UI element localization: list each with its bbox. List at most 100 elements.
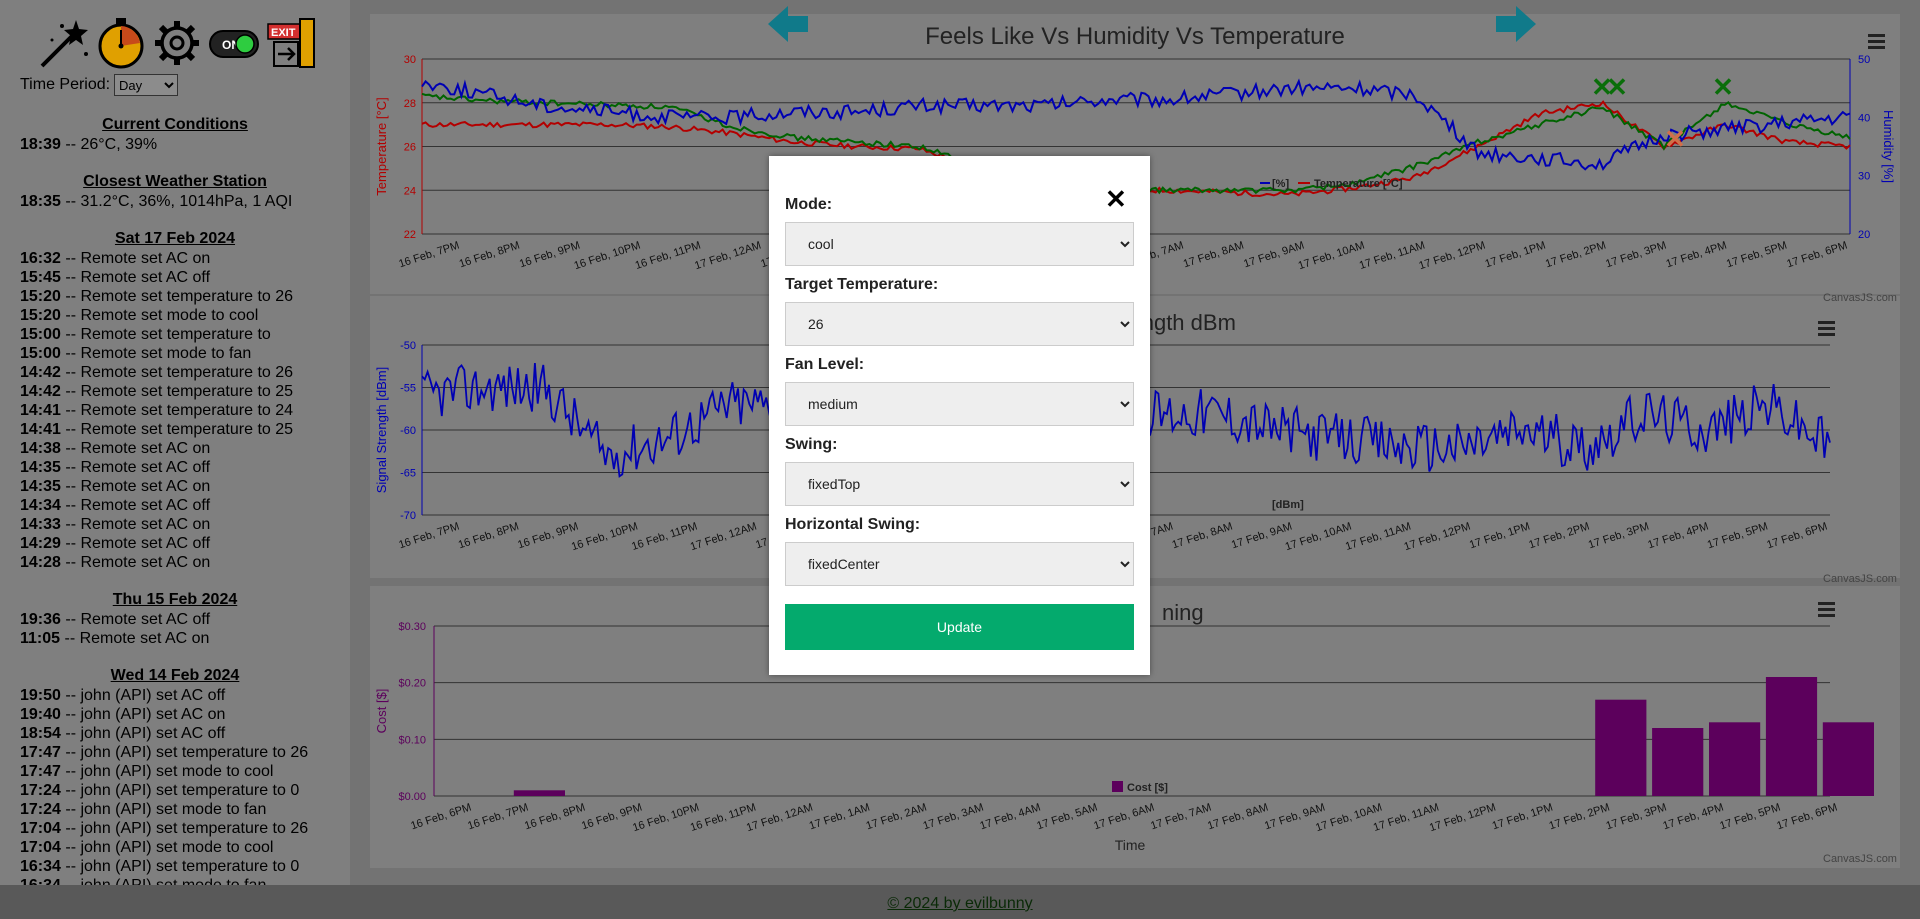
log-time: 17:24 <box>20 801 61 818</box>
feels-like-chart: Feels Like Vs Humidity Vs Temperature 30 2… <box>370 14 1900 294</box>
y-tick-label: 24 <box>404 185 416 197</box>
log-time: 15:00 <box>20 326 61 343</box>
log-text: -- john (API) set mode to fan <box>61 877 266 885</box>
y2-tick-label: 40 <box>1858 112 1870 124</box>
log-entry: 14:34 -- Remote set AC off <box>20 496 210 515</box>
cost-bar <box>1822 722 1874 796</box>
x-tick-label: 17 Feb, 3PM <box>1587 520 1651 551</box>
log-text: -- Remote set AC on <box>60 478 211 495</box>
chart1-credit[interactable]: CanvasJS.com <box>1823 292 1897 304</box>
log-entry: 15:20 -- Remote set temperature to 26 <box>20 287 293 306</box>
close-icon[interactable]: ✕ <box>1105 184 1127 214</box>
x-tick-label: 16 Feb, 8PM <box>523 801 587 832</box>
cost-bar <box>1595 699 1647 796</box>
log-time: 16:34 <box>20 858 61 875</box>
legend-humidity: [%] <box>1272 178 1289 190</box>
log-entry: 14:38 -- Remote set AC on <box>20 439 210 458</box>
log-text: -- Remote set AC off <box>60 535 211 552</box>
toggle-label: ON <box>222 38 240 52</box>
log-entry: 15:45 -- Remote set AC off <box>20 268 210 287</box>
log-entry: 19:50 -- john (API) set AC off <box>20 686 225 705</box>
y-tick-label: 22 <box>404 229 416 241</box>
series-line <box>421 78 1851 172</box>
update-button[interactable]: Update <box>785 604 1134 650</box>
y-tick-label: -55 <box>400 383 416 395</box>
x-tick-label: 17 Feb, 2PM <box>1527 520 1591 551</box>
y-axis-label: Cost [$] <box>374 689 389 734</box>
cost-bar <box>1709 722 1761 796</box>
arrow-right-icon[interactable] <box>1494 4 1538 44</box>
horizontal-swing-select[interactable]: fixedCenter <box>785 542 1134 586</box>
target-temperature-select[interactable]: 26 <box>785 302 1134 346</box>
log-entry: 14:42 -- Remote set temperature to 26 <box>20 363 293 382</box>
log-time: 15:45 <box>20 269 61 286</box>
x-tick-label: 17 Feb, 4PM <box>1665 239 1729 270</box>
fan-level-select[interactable]: medium <box>785 382 1134 426</box>
chart3-menu-icon[interactable] <box>1818 602 1835 620</box>
log-entry: 19:36 -- Remote set AC off <box>20 610 210 629</box>
cost-bar <box>513 790 565 796</box>
swing-select[interactable]: fixedTop <box>785 462 1134 506</box>
log-text: -- john (API) set mode to cool <box>60 839 274 856</box>
log-text: -- Remote set AC off <box>60 459 211 476</box>
x-tick-label: 17 Feb, 1AM <box>808 801 872 832</box>
x-tick-label: 16 Feb, 11PM <box>634 239 703 272</box>
log-text: -- Remote set AC on <box>60 554 211 571</box>
y-tick-label: -60 <box>400 425 416 437</box>
log-time: 14:28 <box>20 554 61 571</box>
footer-link[interactable]: © 2024 by evilbunny <box>887 895 1033 912</box>
magic-wand-icon[interactable] <box>38 16 90 70</box>
log-entry: 14:35 -- Remote set AC on <box>20 477 210 496</box>
chart1-menu-icon[interactable] <box>1868 34 1885 52</box>
time-period-select[interactable]: Day <box>114 74 178 96</box>
x-tick-label: 17 Feb, 12PM <box>1417 239 1486 272</box>
log-entry: 17:47 -- john (API) set mode to cool <box>20 762 273 781</box>
x-tick-label: 17 Feb, 10AM <box>1297 239 1366 272</box>
chart2-credit[interactable]: CanvasJS.com <box>1823 573 1897 585</box>
log-text: -- Remote set AC on <box>60 250 211 267</box>
log-time: 14:41 <box>20 421 61 438</box>
log-section-title: Sat 17 Feb 2024 <box>114 230 236 247</box>
mode-select[interactable]: cool <box>785 222 1134 266</box>
x-tick-label: 17 Feb, 8AM <box>1182 239 1246 270</box>
chart3-credit[interactable]: CanvasJS.com <box>1823 853 1897 865</box>
log-time: 14:42 <box>20 364 61 381</box>
ac-settings-modal: ✕ Mode: cool Target Temperature: 26 Fan … <box>769 156 1150 675</box>
log-entry: 17:04 -- john (API) set temperature to 2… <box>20 819 308 838</box>
log-entry: 14:28 -- Remote set AC on <box>20 553 210 572</box>
sidebar: ON EXIT Time Period: Day Current Conditi… <box>0 0 350 885</box>
log-time: 15:20 <box>20 288 61 305</box>
x-tick-label: 16 Feb, 11PM <box>630 520 699 553</box>
log-time: 15:20 <box>20 307 61 324</box>
y-tick-label: $0.20 <box>398 678 426 690</box>
log-entry: 14:35 -- Remote set AC off <box>20 458 210 477</box>
power-toggle-icon[interactable]: ON <box>208 16 260 70</box>
weather-station-title: Closest Weather Station <box>83 173 267 190</box>
footer <box>0 885 1920 919</box>
x-tick-label: 17 Feb, 4AM <box>978 801 1042 832</box>
time-period-label: Time Period: <box>20 76 111 93</box>
swing-label: Swing: <box>785 436 838 453</box>
log-text: -- john (API) set mode to cool <box>60 763 274 780</box>
exit-icon[interactable]: EXIT <box>266 16 318 70</box>
chart2-menu-icon[interactable] <box>1818 321 1835 339</box>
timer-icon[interactable] <box>96 16 146 70</box>
horizontal-swing-label: Horizontal Swing: <box>785 516 921 533</box>
x-tick-label: 17 Feb, 12PM <box>1428 801 1497 834</box>
y-tick-label: $0.10 <box>398 734 426 746</box>
x-tick-label: 17 Feb, 2PM <box>1544 239 1608 270</box>
log-time: 18:35 <box>20 193 61 210</box>
log-time: 15:00 <box>20 345 61 362</box>
x-tick-label: 16 Feb, 9PM <box>516 520 580 551</box>
log-entry: 14:41 -- Remote set temperature to 25 <box>20 420 293 439</box>
gear-icon[interactable] <box>152 16 202 70</box>
log-text: -- Remote set temperature to 24 <box>60 402 294 419</box>
log-text: -- john (API) set AC on <box>60 706 226 723</box>
fan-level-label: Fan Level: <box>785 356 865 373</box>
x-tick-label: 16 Feb, 10PM <box>573 239 642 272</box>
y-tick-label: -50 <box>400 340 416 352</box>
y2-tick-label: 50 <box>1858 54 1870 66</box>
log-entry: 17:47 -- john (API) set temperature to 2… <box>20 743 308 762</box>
log-text: -- Remote set AC off <box>60 497 211 514</box>
arrow-left-icon[interactable] <box>766 4 810 44</box>
